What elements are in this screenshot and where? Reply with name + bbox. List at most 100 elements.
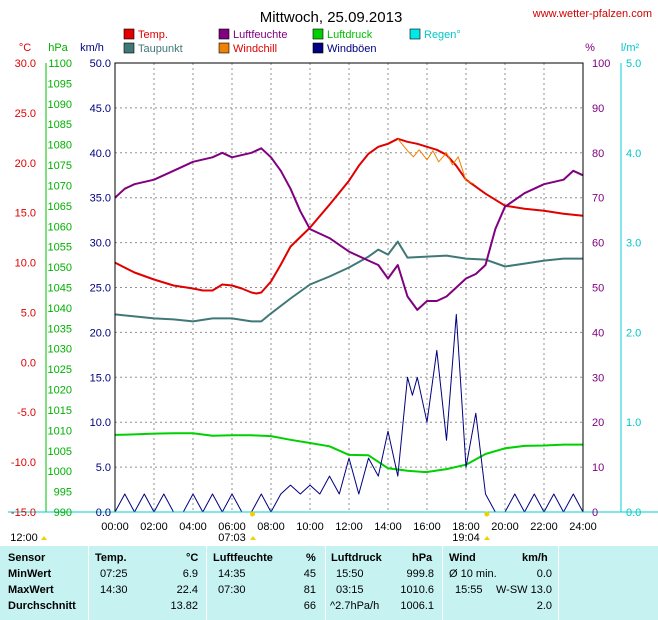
temp-tick-label: 10.0 xyxy=(15,258,36,270)
stats-row-min: MinWert 07:25 6.9 14:35 45 15:50 999.8 Ø… xyxy=(0,568,658,584)
legend-swatch xyxy=(218,28,230,40)
pressure-unit-label: hPa xyxy=(48,42,68,54)
pressure-tick-label: 1000 xyxy=(48,466,72,478)
axis-labels: 30.0 25.0 20.0 15.0 10.0 5.0 0.0 -5.0 -10.0 -15.0… xyxy=(10,42,641,544)
pressure-tick-label: 1030 xyxy=(48,344,72,356)
wind-time: Ø 10 min. xyxy=(449,568,497,580)
sunset-icon xyxy=(484,536,490,540)
wind-value: 0.0 xyxy=(536,568,552,580)
pressure-tick-label: 1065 xyxy=(48,201,72,213)
humidity-tick-label: 70 xyxy=(592,193,604,205)
temp-unit-label: °C xyxy=(19,42,31,54)
wind-tick-label: 5.0 xyxy=(96,462,111,474)
x-tick-label: 16:00 xyxy=(413,521,441,533)
wind-tick-label: 15.0 xyxy=(90,372,111,384)
x-tick-label: 12:00 xyxy=(335,521,363,533)
rain-tick-label: 1.0 xyxy=(626,417,641,429)
humidity-tick-label: 0 xyxy=(592,507,598,519)
sunset-label: 19:04 xyxy=(452,532,480,544)
humidity-tick-label: 50 xyxy=(592,283,604,295)
x-tick-label: 02:00 xyxy=(140,521,168,533)
x-tick-label: 24:00 xyxy=(569,521,597,533)
pressure-tick-label: 1025 xyxy=(48,364,72,376)
humidity-tick-label: 30 xyxy=(592,372,604,384)
header-press: Luftdruck xyxy=(331,552,382,564)
pressure-tick-label: 1090 xyxy=(48,99,72,111)
wind-value: W-SW 13.0 xyxy=(495,584,552,596)
temp-tick-label: 5.0 xyxy=(21,307,36,319)
header-temp: Temp. xyxy=(95,552,127,564)
sunset-marker xyxy=(484,511,490,517)
temp-tick-label: -15.0 xyxy=(11,507,36,519)
chart-title: Mittwoch, 25.09.2013 xyxy=(260,9,403,26)
humidity-tick-label: 90 xyxy=(592,103,604,115)
series-line-luftfeuchte xyxy=(114,147,584,311)
x-tick-label: 18:00 xyxy=(452,521,480,533)
rain-tick-label: 3.0 xyxy=(626,238,641,250)
noon-label: 12:00 xyxy=(10,532,38,544)
wind-tick-label: 10.0 xyxy=(90,417,111,429)
pressure-tick-label: 1050 xyxy=(48,262,72,274)
humidity-tick-label: 80 xyxy=(592,148,604,160)
press-value: 999.8 xyxy=(406,568,434,580)
row-label: MinWert xyxy=(8,568,52,580)
header-press-unit: hPa xyxy=(412,552,433,564)
legend-label: Windchill xyxy=(233,43,277,55)
hum-time: 07:30 xyxy=(218,584,246,596)
wind-tick-label: 40.0 xyxy=(90,148,111,160)
header-temp-unit: °C xyxy=(186,552,199,564)
stats-header-row: Sensor Temp. °C Luftfeuchte % Luftdruck … xyxy=(0,552,658,568)
rain-tick-label: 2.0 xyxy=(626,327,641,339)
temp-value: 13.82 xyxy=(170,600,198,612)
rain-tick-label: 4.0 xyxy=(626,148,641,160)
row-label: MaxWert xyxy=(8,584,54,596)
pressure-tick-label: 1005 xyxy=(48,446,72,458)
pressure-tick-label: 1095 xyxy=(48,78,72,90)
pressure-tick-label: 995 xyxy=(54,487,72,499)
weather-chart: 30.0 25.0 20.0 15.0 10.0 5.0 0.0 -5.0 -10.0 -15.0… xyxy=(8,8,658,544)
header-wind-unit: km/h xyxy=(522,552,548,564)
humidity-tick-label: 20 xyxy=(592,417,604,429)
legend-swatch xyxy=(312,42,324,54)
pressure-tick-label: 1085 xyxy=(48,119,72,131)
hum-time: 14:35 xyxy=(218,568,246,580)
pressure-tick-label: 1060 xyxy=(48,221,72,233)
pressure-tick-label: 1070 xyxy=(48,180,72,192)
humidity-tick-label: 60 xyxy=(592,238,604,250)
header-hum-unit: % xyxy=(306,552,316,564)
legend-swatch xyxy=(123,42,135,54)
wind-tick-label: 50.0 xyxy=(90,58,111,70)
hum-value: 45 xyxy=(303,568,316,580)
legend-swatch xyxy=(218,42,230,54)
temp-tick-label: 15.0 xyxy=(15,208,36,220)
x-tick-label: 06:00 xyxy=(218,521,246,533)
legend-label: Windböen xyxy=(327,43,377,55)
divider xyxy=(558,546,559,620)
pressure-tick-label: 1045 xyxy=(48,283,72,295)
pressure-tick-label: 990 xyxy=(54,507,72,519)
grid xyxy=(115,63,583,512)
row-label: Durchschnitt xyxy=(8,600,76,612)
site-link[interactable]: www.wetter-pfalzen.com xyxy=(532,8,652,20)
header-wind: Wind xyxy=(449,552,476,564)
hum-value: 81 xyxy=(303,584,316,596)
series-line-windchill xyxy=(397,138,474,185)
humidity-tick-label: 10 xyxy=(592,462,604,474)
humidity-tick-label: 40 xyxy=(592,327,604,339)
temp-value: 22.4 xyxy=(176,584,198,596)
sun-noon-icon xyxy=(41,536,47,540)
divider xyxy=(206,546,207,620)
pressure-tick-label: 1075 xyxy=(48,160,72,172)
wind-tick-label: 0.0 xyxy=(96,507,111,519)
temp-tick-label: -10.0 xyxy=(11,457,36,469)
press-value: 1010.6 xyxy=(400,584,434,596)
x-tick-label: 14:00 xyxy=(374,521,402,533)
legend-swatch xyxy=(123,28,135,40)
wind-value: 2.0 xyxy=(536,600,552,612)
stats-row-avg: Durchschnitt 13.82 66 ^2.7hPa/h 1006.1 2… xyxy=(0,600,658,616)
x-tick-label: 00:00 xyxy=(101,521,129,533)
temp-tick-label: 30.0 xyxy=(15,58,36,70)
humidity-tick-label: 100 xyxy=(592,58,610,70)
wind-unit-label: km/h xyxy=(80,42,104,54)
series-line-temp xyxy=(114,137,584,295)
